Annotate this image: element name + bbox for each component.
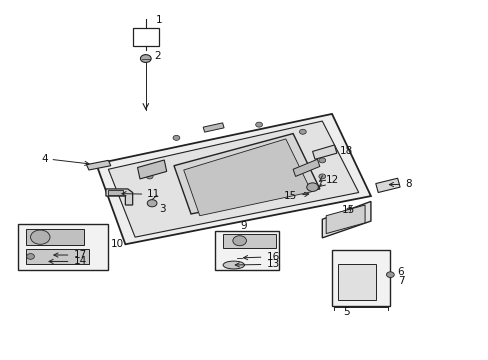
- Circle shape: [140, 55, 151, 63]
- Text: 15: 15: [283, 191, 308, 201]
- Polygon shape: [203, 123, 224, 132]
- Polygon shape: [108, 121, 358, 237]
- Text: 2: 2: [154, 51, 161, 61]
- Circle shape: [299, 129, 305, 134]
- Text: 11: 11: [122, 189, 160, 199]
- Text: 1: 1: [156, 15, 163, 24]
- Circle shape: [232, 236, 246, 246]
- Circle shape: [306, 183, 318, 192]
- Circle shape: [30, 230, 50, 244]
- Text: 15: 15: [341, 205, 354, 215]
- Text: 16: 16: [243, 252, 279, 262]
- Bar: [222, 234, 276, 248]
- Circle shape: [318, 158, 325, 163]
- Text: 6: 6: [397, 267, 404, 277]
- Text: 9: 9: [240, 221, 247, 231]
- Polygon shape: [137, 160, 166, 179]
- Bar: [132, 28, 159, 46]
- Polygon shape: [375, 178, 399, 193]
- Text: 10: 10: [111, 239, 123, 249]
- Polygon shape: [86, 160, 111, 170]
- Polygon shape: [322, 202, 370, 238]
- Text: 5: 5: [343, 307, 349, 317]
- Circle shape: [146, 174, 153, 179]
- Bar: [19, 224, 108, 270]
- Circle shape: [27, 253, 34, 259]
- Text: 13: 13: [235, 259, 279, 269]
- Polygon shape: [325, 205, 365, 234]
- Text: 12: 12: [325, 175, 339, 185]
- Text: 4: 4: [41, 154, 89, 165]
- Text: 3: 3: [159, 204, 166, 214]
- Text: 7: 7: [397, 276, 404, 286]
- Circle shape: [255, 122, 262, 127]
- Polygon shape: [292, 159, 319, 176]
- Circle shape: [318, 174, 325, 179]
- Bar: [26, 249, 89, 264]
- Polygon shape: [183, 139, 311, 216]
- Circle shape: [147, 200, 157, 207]
- Text: 18: 18: [339, 147, 352, 157]
- Text: 8: 8: [388, 179, 411, 189]
- Text: 17: 17: [54, 250, 86, 260]
- Polygon shape: [106, 189, 132, 205]
- Bar: [331, 250, 389, 306]
- Circle shape: [173, 135, 180, 140]
- Bar: [338, 264, 375, 300]
- Text: 14: 14: [49, 256, 86, 266]
- Bar: [215, 231, 278, 270]
- Ellipse shape: [223, 261, 244, 269]
- Polygon shape: [96, 114, 370, 244]
- Polygon shape: [312, 145, 336, 159]
- Circle shape: [141, 170, 148, 175]
- Polygon shape: [108, 190, 122, 195]
- Bar: [26, 229, 84, 245]
- Polygon shape: [174, 134, 319, 214]
- Circle shape: [386, 272, 393, 278]
